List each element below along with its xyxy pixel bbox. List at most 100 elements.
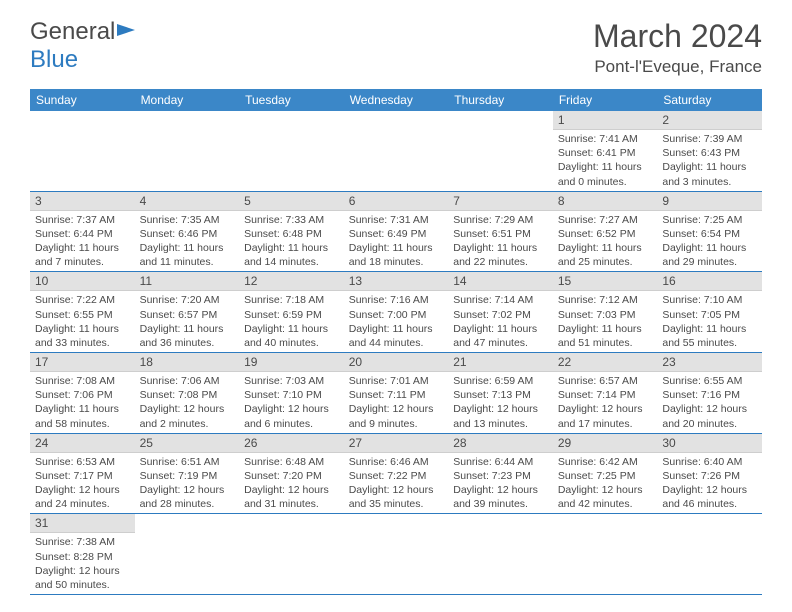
- calendar-row: 31Sunrise: 7:38 AMSunset: 8:28 PMDayligh…: [30, 514, 762, 595]
- day-details: Sunrise: 6:57 AMSunset: 7:14 PMDaylight:…: [553, 372, 658, 433]
- day-number: 5: [239, 192, 344, 211]
- day-details: Sunrise: 7:14 AMSunset: 7:02 PMDaylight:…: [448, 291, 553, 352]
- day-number: 22: [553, 353, 658, 372]
- day-number: 12: [239, 272, 344, 291]
- calendar-cell: [553, 514, 658, 595]
- col-friday: Friday: [553, 89, 658, 111]
- logo-text-1: General: [30, 18, 115, 46]
- calendar-cell: 13Sunrise: 7:16 AMSunset: 7:00 PMDayligh…: [344, 272, 449, 353]
- day-number: 10: [30, 272, 135, 291]
- calendar-cell: 3Sunrise: 7:37 AMSunset: 6:44 PMDaylight…: [30, 191, 135, 272]
- day-details: Sunrise: 6:53 AMSunset: 7:17 PMDaylight:…: [30, 453, 135, 514]
- calendar-row: 17Sunrise: 7:08 AMSunset: 7:06 PMDayligh…: [30, 353, 762, 434]
- calendar-cell: 23Sunrise: 6:55 AMSunset: 7:16 PMDayligh…: [657, 353, 762, 434]
- day-details: Sunrise: 7:03 AMSunset: 7:10 PMDaylight:…: [239, 372, 344, 433]
- day-details: Sunrise: 7:27 AMSunset: 6:52 PMDaylight:…: [553, 211, 658, 272]
- calendar-cell: 22Sunrise: 6:57 AMSunset: 7:14 PMDayligh…: [553, 353, 658, 434]
- day-details: Sunrise: 6:44 AMSunset: 7:23 PMDaylight:…: [448, 453, 553, 514]
- day-details: Sunrise: 6:46 AMSunset: 7:22 PMDaylight:…: [344, 453, 449, 514]
- calendar-cell: 6Sunrise: 7:31 AMSunset: 6:49 PMDaylight…: [344, 191, 449, 272]
- day-details: Sunrise: 7:41 AMSunset: 6:41 PMDaylight:…: [553, 130, 658, 191]
- day-number: 9: [657, 192, 762, 211]
- calendar-table: Sunday Monday Tuesday Wednesday Thursday…: [30, 89, 762, 595]
- calendar-cell: [344, 111, 449, 191]
- calendar-cell: [448, 514, 553, 595]
- calendar-cell: [30, 111, 135, 191]
- calendar-cell: 27Sunrise: 6:46 AMSunset: 7:22 PMDayligh…: [344, 433, 449, 514]
- calendar-cell: [657, 514, 762, 595]
- day-details: Sunrise: 6:59 AMSunset: 7:13 PMDaylight:…: [448, 372, 553, 433]
- calendar-cell: [344, 514, 449, 595]
- col-sunday: Sunday: [30, 89, 135, 111]
- day-number: 7: [448, 192, 553, 211]
- day-number: 17: [30, 353, 135, 372]
- calendar-cell: 14Sunrise: 7:14 AMSunset: 7:02 PMDayligh…: [448, 272, 553, 353]
- day-details: Sunrise: 7:18 AMSunset: 6:59 PMDaylight:…: [239, 291, 344, 352]
- day-number: 19: [239, 353, 344, 372]
- page-title: March 2024: [593, 18, 762, 55]
- day-number: 1: [553, 111, 658, 130]
- day-number: 29: [553, 434, 658, 453]
- day-details: Sunrise: 7:33 AMSunset: 6:48 PMDaylight:…: [239, 211, 344, 272]
- col-monday: Monday: [135, 89, 240, 111]
- calendar-header-row: Sunday Monday Tuesday Wednesday Thursday…: [30, 89, 762, 111]
- day-details: Sunrise: 7:31 AMSunset: 6:49 PMDaylight:…: [344, 211, 449, 272]
- day-number: 18: [135, 353, 240, 372]
- day-details: Sunrise: 7:12 AMSunset: 7:03 PMDaylight:…: [553, 291, 658, 352]
- day-number: 15: [553, 272, 658, 291]
- day-details: Sunrise: 7:38 AMSunset: 8:28 PMDaylight:…: [30, 533, 135, 594]
- day-number: 28: [448, 434, 553, 453]
- day-number: 20: [344, 353, 449, 372]
- calendar-cell: [239, 514, 344, 595]
- day-details: Sunrise: 7:37 AMSunset: 6:44 PMDaylight:…: [30, 211, 135, 272]
- day-number: 16: [657, 272, 762, 291]
- calendar-cell: 7Sunrise: 7:29 AMSunset: 6:51 PMDaylight…: [448, 191, 553, 272]
- calendar-cell: 4Sunrise: 7:35 AMSunset: 6:46 PMDaylight…: [135, 191, 240, 272]
- calendar-cell: 25Sunrise: 6:51 AMSunset: 7:19 PMDayligh…: [135, 433, 240, 514]
- day-number: 25: [135, 434, 240, 453]
- calendar-cell: 20Sunrise: 7:01 AMSunset: 7:11 PMDayligh…: [344, 353, 449, 434]
- calendar-row: 1Sunrise: 7:41 AMSunset: 6:41 PMDaylight…: [30, 111, 762, 191]
- calendar-cell: 19Sunrise: 7:03 AMSunset: 7:10 PMDayligh…: [239, 353, 344, 434]
- logo: General: [30, 18, 135, 46]
- day-number: 8: [553, 192, 658, 211]
- flag-icon: [117, 24, 135, 36]
- calendar-cell: [239, 111, 344, 191]
- calendar-cell: 18Sunrise: 7:06 AMSunset: 7:08 PMDayligh…: [135, 353, 240, 434]
- logo-text-2: Blue: [30, 46, 78, 73]
- day-details: Sunrise: 7:08 AMSunset: 7:06 PMDaylight:…: [30, 372, 135, 433]
- calendar-cell: 5Sunrise: 7:33 AMSunset: 6:48 PMDaylight…: [239, 191, 344, 272]
- calendar-cell: 26Sunrise: 6:48 AMSunset: 7:20 PMDayligh…: [239, 433, 344, 514]
- calendar-cell: 8Sunrise: 7:27 AMSunset: 6:52 PMDaylight…: [553, 191, 658, 272]
- location-label: Pont-l'Eveque, France: [593, 57, 762, 77]
- day-details: Sunrise: 7:01 AMSunset: 7:11 PMDaylight:…: [344, 372, 449, 433]
- calendar-cell: 28Sunrise: 6:44 AMSunset: 7:23 PMDayligh…: [448, 433, 553, 514]
- day-details: Sunrise: 7:20 AMSunset: 6:57 PMDaylight:…: [135, 291, 240, 352]
- day-number: 31: [30, 514, 135, 533]
- calendar-cell: 9Sunrise: 7:25 AMSunset: 6:54 PMDaylight…: [657, 191, 762, 272]
- day-number: 14: [448, 272, 553, 291]
- day-number: 30: [657, 434, 762, 453]
- calendar-cell: 2Sunrise: 7:39 AMSunset: 6:43 PMDaylight…: [657, 111, 762, 191]
- day-details: Sunrise: 6:51 AMSunset: 7:19 PMDaylight:…: [135, 453, 240, 514]
- day-details: Sunrise: 7:10 AMSunset: 7:05 PMDaylight:…: [657, 291, 762, 352]
- calendar-row: 3Sunrise: 7:37 AMSunset: 6:44 PMDaylight…: [30, 191, 762, 272]
- day-details: Sunrise: 6:40 AMSunset: 7:26 PMDaylight:…: [657, 453, 762, 514]
- calendar-cell: 16Sunrise: 7:10 AMSunset: 7:05 PMDayligh…: [657, 272, 762, 353]
- day-number: 11: [135, 272, 240, 291]
- calendar-row: 10Sunrise: 7:22 AMSunset: 6:55 PMDayligh…: [30, 272, 762, 353]
- day-details: Sunrise: 6:55 AMSunset: 7:16 PMDaylight:…: [657, 372, 762, 433]
- day-details: Sunrise: 7:25 AMSunset: 6:54 PMDaylight:…: [657, 211, 762, 272]
- calendar-cell: 30Sunrise: 6:40 AMSunset: 7:26 PMDayligh…: [657, 433, 762, 514]
- day-details: Sunrise: 7:29 AMSunset: 6:51 PMDaylight:…: [448, 211, 553, 272]
- day-number: 21: [448, 353, 553, 372]
- day-details: Sunrise: 6:48 AMSunset: 7:20 PMDaylight:…: [239, 453, 344, 514]
- calendar-cell: 10Sunrise: 7:22 AMSunset: 6:55 PMDayligh…: [30, 272, 135, 353]
- calendar-cell: 1Sunrise: 7:41 AMSunset: 6:41 PMDaylight…: [553, 111, 658, 191]
- calendar-row: 24Sunrise: 6:53 AMSunset: 7:17 PMDayligh…: [30, 433, 762, 514]
- day-number: 27: [344, 434, 449, 453]
- day-details: Sunrise: 7:06 AMSunset: 7:08 PMDaylight:…: [135, 372, 240, 433]
- day-number: 4: [135, 192, 240, 211]
- calendar-cell: 24Sunrise: 6:53 AMSunset: 7:17 PMDayligh…: [30, 433, 135, 514]
- col-saturday: Saturday: [657, 89, 762, 111]
